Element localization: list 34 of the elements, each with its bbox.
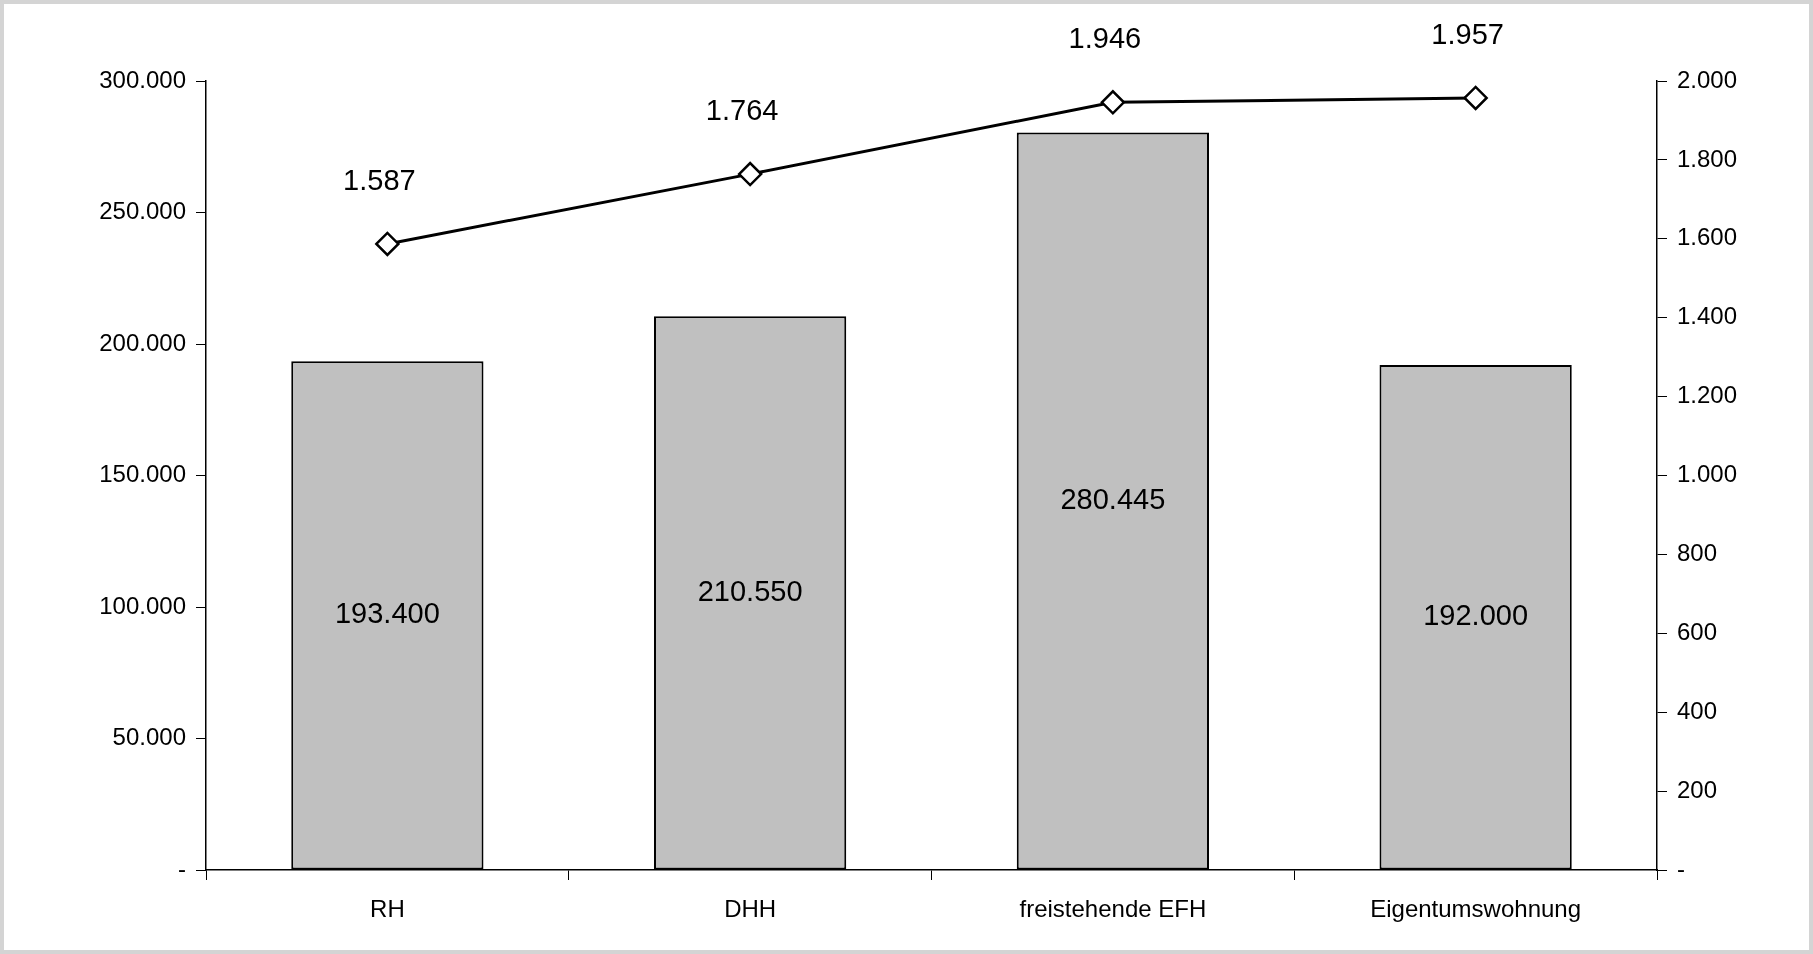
y2-tick-label: 600: [1677, 617, 1718, 645]
y2-tick-label: 400: [1677, 696, 1718, 724]
data-label: 1.946: [1068, 22, 1142, 55]
y-tick-label: 100.000: [99, 591, 186, 619]
data-label: 280.445: [1060, 482, 1166, 515]
x-tick-label: freistehende EFH: [1019, 895, 1207, 923]
y2-tick-label: 1.600: [1677, 223, 1738, 251]
y-tick-label: -: [178, 854, 186, 882]
data-label: 1.764: [705, 94, 779, 127]
point: [1100, 90, 1126, 115]
x-tick-label: RH: [370, 895, 405, 923]
y2-tick-label: -: [1677, 854, 1685, 882]
y-tick-label: 250.000: [99, 197, 186, 225]
data-label: 1.587: [343, 163, 416, 196]
y-tick-label: 150.000: [99, 460, 186, 488]
y2-tick-label: 800: [1677, 539, 1718, 567]
data-label: 210.550: [697, 574, 803, 607]
point: [375, 231, 400, 257]
data-label: 193.400: [334, 597, 440, 630]
point: [737, 161, 763, 187]
data-label: 192.000: [1423, 599, 1529, 632]
x-tick-label: DHH: [724, 895, 777, 923]
y-tick-label: 50.000: [112, 723, 186, 751]
y2-tick-label: 1.200: [1677, 381, 1738, 409]
y2-tick-label: 1.000: [1677, 460, 1738, 488]
y2-tick-label: 200: [1677, 775, 1718, 803]
y-tick-label: 300.000: [99, 65, 186, 93]
y2-tick-label: 2.000: [1677, 65, 1738, 93]
point: [1463, 85, 1488, 111]
y-tick-label: 200.000: [99, 328, 186, 356]
y2-tick-label: 1.400: [1677, 302, 1738, 330]
y2-tick-label: 1.800: [1677, 144, 1738, 172]
x-tick-label: Eigentumswohnung: [1370, 895, 1582, 923]
data-label: 1.957: [1431, 17, 1504, 50]
